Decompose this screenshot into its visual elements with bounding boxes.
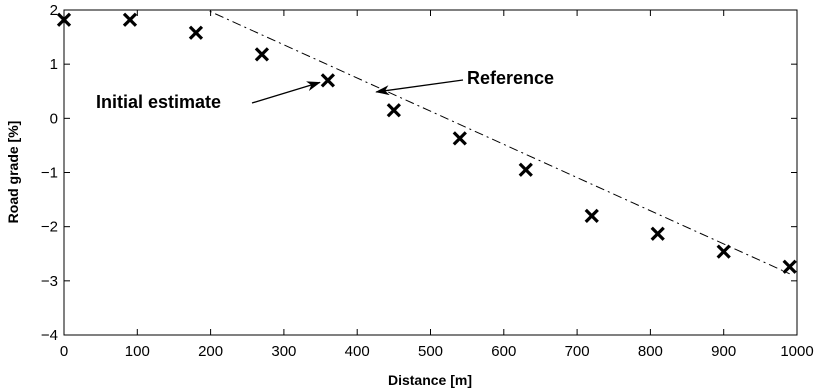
x-marker (584, 208, 599, 223)
annotation-reference: Reference (467, 68, 554, 88)
annotation-initial-estimate: Initial estimate (96, 92, 221, 112)
y-tick-label: −1 (41, 165, 58, 182)
y-tick-label: −2 (41, 219, 58, 236)
x-tick-label: 800 (638, 343, 663, 360)
x-marker (386, 103, 401, 118)
x-tick-label: 200 (198, 343, 223, 360)
x-tick-label: 700 (565, 343, 590, 360)
initial-estimate-series (56, 12, 797, 274)
y-tick-label: −3 (41, 273, 58, 290)
x-marker (518, 162, 533, 177)
y-axis-label: Road grade [%] (5, 121, 21, 224)
y-tick-label: −4 (41, 327, 58, 344)
x-axis-ticks: 0 100 200 300 400 500 600 700 800 900 1000 (60, 10, 814, 360)
x-tick-label: 1000 (780, 343, 813, 360)
y-tick-label: 1 (50, 56, 58, 73)
x-tick-label: 600 (491, 343, 516, 360)
x-tick-label: 900 (711, 343, 736, 360)
annotations: Initial estimate Reference (96, 68, 554, 112)
x-marker (782, 259, 797, 274)
x-marker (254, 47, 270, 62)
y-tick-label: 0 (50, 110, 58, 127)
x-marker (188, 25, 204, 40)
x-marker (650, 226, 665, 241)
x-marker (452, 131, 467, 146)
x-marker (716, 244, 731, 259)
plot-area (63, 9, 798, 336)
x-tick-label: 100 (125, 343, 150, 360)
x-marker (320, 73, 336, 88)
x-tick-label: 500 (418, 343, 443, 360)
annotation-arrow-initial-estimate (251, 81, 321, 104)
x-tick-label: 0 (60, 343, 68, 360)
y-axis-ticks: −4 −3 −2 −1 0 1 2 (41, 2, 797, 344)
x-axis-label: Distance [m] (388, 372, 472, 388)
x-marker (56, 12, 72, 27)
x-tick-label: 300 (271, 343, 296, 360)
x-marker (122, 12, 138, 27)
x-tick-label: 400 (345, 343, 370, 360)
y-tick-label: 2 (50, 2, 58, 19)
annotation-arrow-reference (375, 79, 464, 96)
